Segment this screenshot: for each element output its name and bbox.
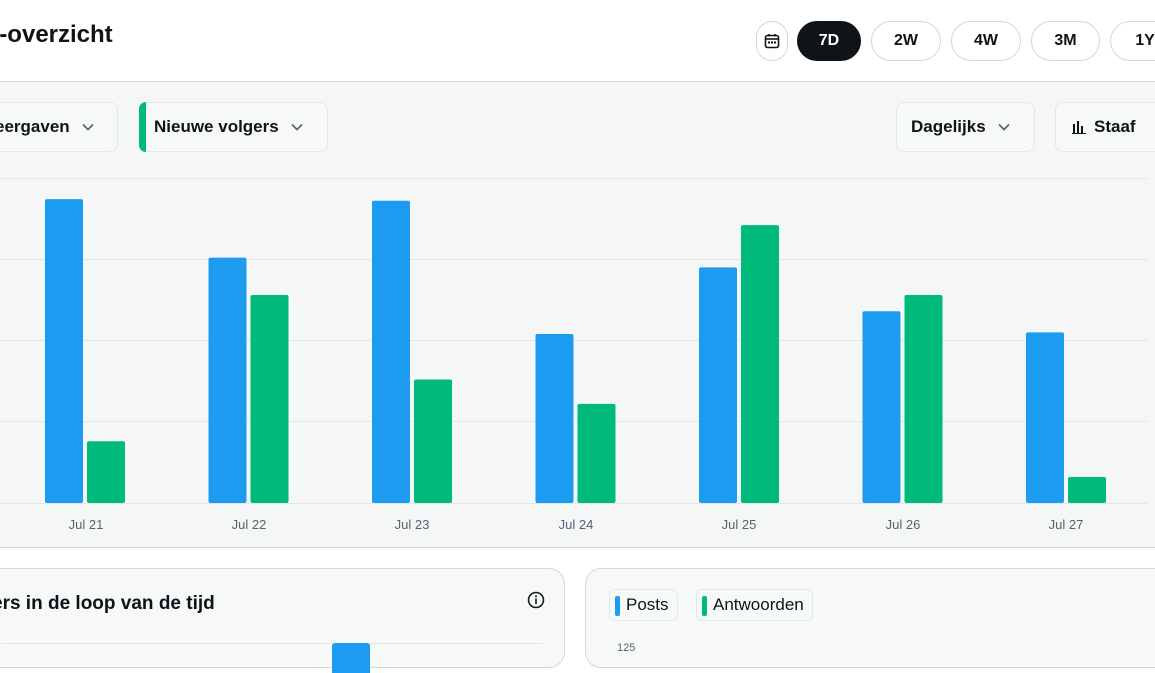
bar-series-2-jul-25[interactable] xyxy=(741,225,779,503)
gridline xyxy=(1,643,543,644)
x-tick-label: Jul 21 xyxy=(68,517,104,532)
chart-type-label: Staaf xyxy=(1094,117,1136,136)
gridline xyxy=(0,178,1147,179)
header-bar: unt-overzicht 7D 2W 4W 3M 1Y xyxy=(0,0,1155,82)
x-tick-label: Jul 26 xyxy=(885,517,921,532)
bar-series-2-jul-22[interactable] xyxy=(250,295,289,503)
bar-series-2-jul-21[interactable] xyxy=(87,441,125,503)
range-button-7d[interactable]: 7D xyxy=(797,21,861,61)
chart-panel: eergaven Nieuwe volgers Dagelijks Staaf xyxy=(0,82,1155,548)
range-button-2w[interactable]: 2W xyxy=(871,21,941,61)
metric-2-label: Nieuwe volgers xyxy=(154,117,279,136)
bar-posts xyxy=(332,643,370,673)
bar-series-2-jul-23[interactable] xyxy=(414,379,452,504)
interval-label: Dagelijks xyxy=(911,117,986,136)
bar-series-1-jul-22[interactable] xyxy=(208,257,247,503)
x-tick-label: Jul 24 xyxy=(558,517,594,532)
bar-series-2-jul-26[interactable] xyxy=(904,295,943,503)
y-tick-label: 125 xyxy=(617,642,636,654)
chevron-down-icon xyxy=(996,119,1012,135)
bar-series-1-jul-21[interactable] xyxy=(45,199,83,503)
metric-2-color-accent xyxy=(139,102,146,152)
info-icon[interactable] xyxy=(527,591,545,614)
bar-series-1-jul-23[interactable] xyxy=(372,200,410,503)
bar-series-1-jul-27[interactable] xyxy=(1026,332,1064,503)
chevron-down-icon xyxy=(289,119,305,135)
chevron-down-icon xyxy=(80,119,96,135)
bar-chart xyxy=(45,199,1106,504)
posts-replies-card: Posts Antwoorden xyxy=(585,568,1155,668)
bar-series-2-jul-27[interactable] xyxy=(1068,477,1106,503)
x-tick-label: Jul 22 xyxy=(231,517,267,532)
x-tick-label: Jul 27 xyxy=(1048,517,1084,532)
bar-series-2-jul-24[interactable] xyxy=(577,403,616,503)
metric-1-dropdown[interactable]: eergaven xyxy=(0,102,118,152)
legend-label: Antwoorden xyxy=(713,595,804,614)
bar-series-1-jul-26[interactable] xyxy=(862,311,901,503)
bar-chart-icon xyxy=(1072,120,1086,134)
metric-1-label: eergaven xyxy=(0,117,70,136)
legend-posts[interactable]: Posts xyxy=(609,589,678,621)
interval-dropdown[interactable]: Dagelijks xyxy=(896,102,1035,152)
range-button-4w[interactable]: 4W xyxy=(951,21,1021,61)
page-title: unt-overzicht xyxy=(0,21,113,48)
card-title: ers in de loop van de tijd xyxy=(0,593,215,614)
metric-2-dropdown[interactable]: Nieuwe volgers xyxy=(139,102,328,152)
calendar-icon xyxy=(764,34,780,49)
x-tick-label: Jul 23 xyxy=(394,517,430,532)
gridline xyxy=(0,259,1147,260)
chart-type-dropdown[interactable]: Staaf xyxy=(1055,102,1155,152)
followers-over-time-card: ers in de loop van de tijd xyxy=(0,568,565,673)
gridline xyxy=(0,503,1147,504)
legend-replies[interactable]: Antwoorden xyxy=(696,589,813,621)
range-button-1y[interactable]: 1Y xyxy=(1110,21,1155,61)
calendar-button[interactable] xyxy=(756,21,788,61)
bar-series-1-jul-25[interactable] xyxy=(699,267,737,503)
legend-color-swatch xyxy=(702,596,707,616)
x-tick-label: Jul 25 xyxy=(721,517,757,532)
bar-series-1-jul-24[interactable] xyxy=(535,334,574,503)
legend-label: Posts xyxy=(626,595,669,614)
legend-color-swatch xyxy=(615,596,620,616)
range-button-3m[interactable]: 3M xyxy=(1031,21,1100,61)
